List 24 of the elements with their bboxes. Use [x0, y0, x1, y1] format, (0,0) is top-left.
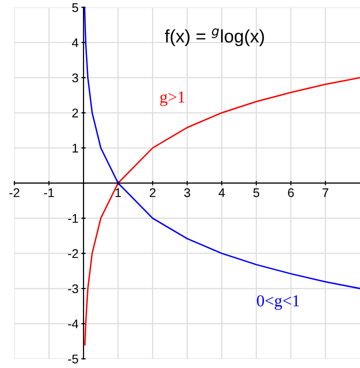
y-tick-label: -5	[68, 354, 78, 364]
y-tick-label: 2	[72, 108, 78, 118]
y-tick-label: -3	[68, 284, 78, 294]
x-tick-label: -2	[9, 188, 20, 197]
line-series	[84, 76, 360, 346]
x-tick-label: 6	[288, 188, 294, 198]
y-tick-label: 1	[72, 144, 78, 152]
y-tick-label: 4	[72, 38, 78, 48]
x-tick-label: 4	[218, 188, 225, 197]
x-tick-label: 1	[116, 188, 121, 197]
y-tick-label: -1	[68, 214, 78, 223]
series-label: 0<g<1	[256, 295, 300, 310]
line-series	[84, 7, 360, 290]
x-tick-label: 3	[184, 188, 190, 198]
series-label: g>1	[160, 92, 184, 106]
y-tick-label: 5	[72, 3, 78, 12]
x-tick-label: 5	[253, 188, 260, 198]
y-tick-label: -2	[68, 249, 78, 258]
y-tick-label: -4	[68, 320, 78, 328]
text: f(x) = $^{g}$log(x)	[164, 28, 264, 46]
y-tick-label: 3	[72, 73, 78, 82]
x-tick-label: 7	[322, 188, 328, 197]
x-tick-label: 2	[150, 188, 156, 197]
x-tick-label: -1	[44, 188, 54, 197]
